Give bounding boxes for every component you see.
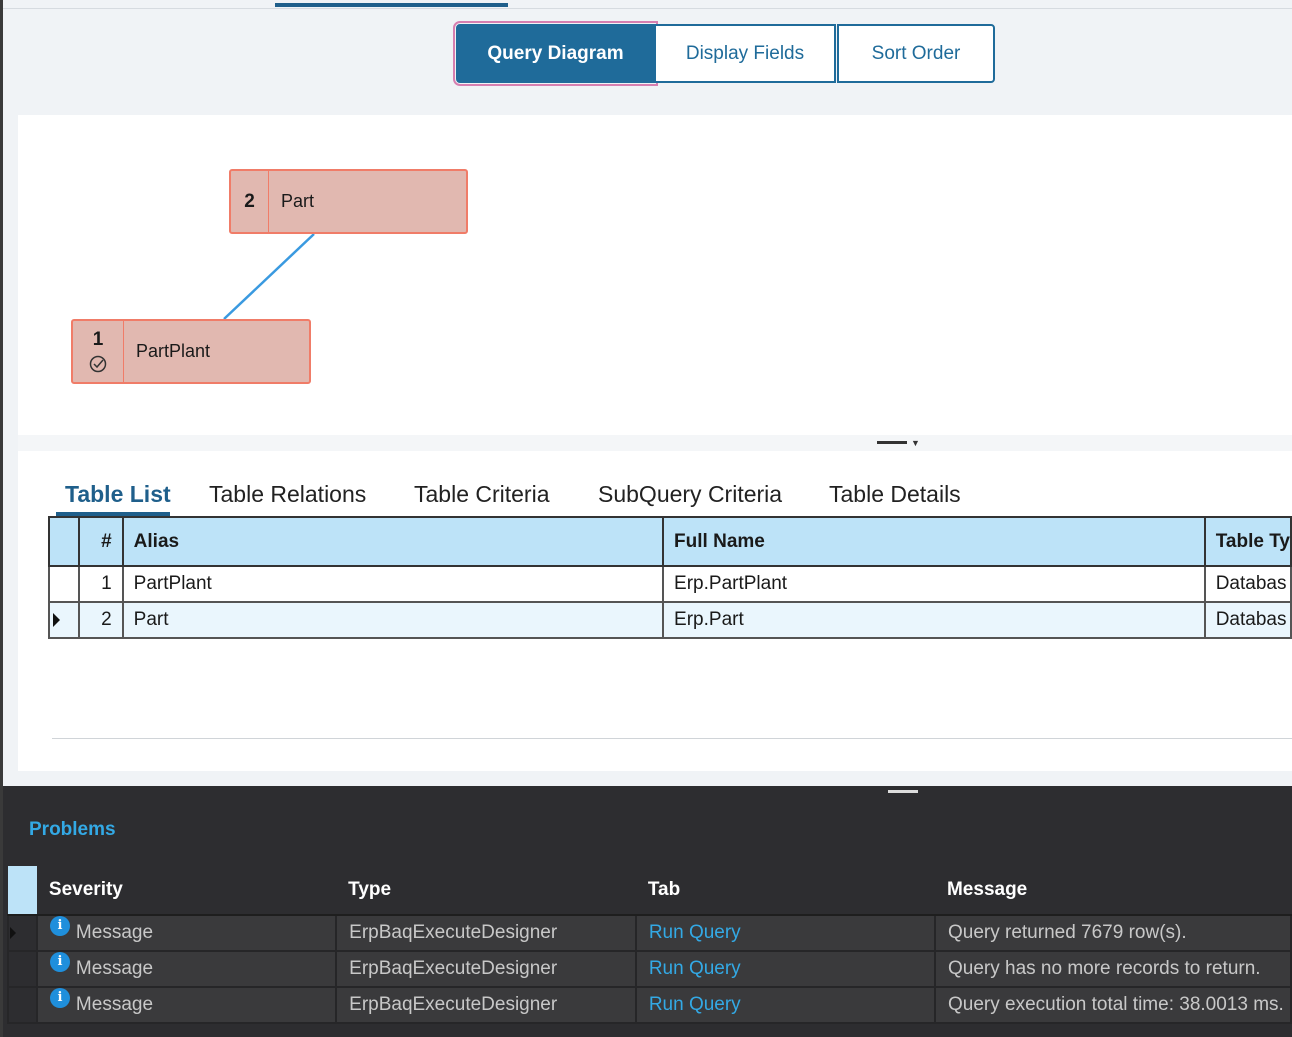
row-indicator[interactable]: [48, 565, 80, 603]
cell-table-type[interactable]: Databas: [1203, 601, 1292, 639]
cell-severity[interactable]: i Message: [35, 950, 338, 988]
severity-text: Message: [75, 922, 154, 943]
current-row-pointer-icon: [10, 927, 16, 939]
row-indicator[interactable]: [7, 986, 38, 1024]
cell-message[interactable]: Query execution total time: 38.0013 ms.: [933, 986, 1292, 1024]
column-header-table-type[interactable]: Table Ty: [1203, 516, 1292, 567]
column-header-type[interactable]: Type: [336, 866, 636, 916]
active-tab-underline: [56, 512, 170, 516]
tab-table-list[interactable]: Table List: [65, 481, 171, 507]
info-icon: i: [49, 953, 70, 972]
problem-row[interactable]: i Message ErpBaqExecuteDesigner Run Query…: [7, 914, 1292, 952]
cell-number[interactable]: 2: [77, 601, 124, 639]
column-header-tab[interactable]: Tab: [635, 866, 935, 916]
row-indicator[interactable]: [7, 914, 38, 952]
table-relation-connector: [223, 233, 315, 320]
node-number: 2: [231, 171, 269, 232]
node-number: 1: [92, 329, 104, 350]
cell-full-name[interactable]: Erp.Part: [662, 601, 1206, 639]
row-indicator-header: [48, 516, 80, 567]
severity-text: Message: [75, 958, 154, 979]
cell-alias[interactable]: PartPlant: [121, 565, 665, 603]
problems-grid: Severity Type Tab Message i Message ErpBa…: [7, 866, 1292, 1024]
node-number-box: 1: [73, 321, 124, 382]
check-circle-icon: [89, 355, 107, 373]
row-indicator[interactable]: [7, 950, 38, 988]
table-list-grid: # Alias Full Name Table Ty 1 PartPlant E…: [48, 516, 1292, 639]
tab-table-relations[interactable]: Table Relations: [209, 481, 367, 507]
column-header-number[interactable]: #: [77, 516, 124, 567]
info-icon: i: [49, 989, 70, 1008]
cell-type[interactable]: ErpBaqExecuteDesigner: [335, 986, 637, 1024]
sort-order-button[interactable]: Sort Order: [837, 24, 995, 83]
cell-severity[interactable]: i Message: [35, 986, 338, 1024]
row-indicator-header: [8, 866, 37, 916]
run-query-link[interactable]: Run Query: [634, 950, 936, 988]
tab-table-details[interactable]: Table Details: [829, 481, 961, 507]
query-diagram-button[interactable]: Query Diagram: [453, 21, 658, 86]
column-header-alias[interactable]: Alias: [121, 516, 665, 567]
problem-row[interactable]: i Message ErpBaqExecuteDesigner Run Query…: [7, 950, 1292, 988]
problems-header-row: Severity Type Tab Message: [8, 866, 1291, 916]
column-header-message[interactable]: Message: [934, 866, 1291, 916]
caret-down-icon[interactable]: ▼: [911, 438, 920, 448]
problems-panel: Problems Severity Type Tab Message i Mess…: [3, 786, 1292, 1037]
info-icon: i: [49, 917, 70, 936]
node-label: PartPlant: [136, 341, 211, 361]
panel-resize-handle[interactable]: [888, 790, 918, 793]
panel-divider: [52, 738, 1292, 739]
table-tabs-panel: Table List Table Relations Table Criteri…: [18, 451, 1292, 771]
cell-type[interactable]: ErpBaqExecuteDesigner: [335, 914, 637, 952]
cell-severity[interactable]: i Message: [35, 914, 338, 952]
splitter-handle[interactable]: [877, 441, 907, 444]
node-label: Part: [281, 191, 315, 211]
cell-alias[interactable]: Part: [121, 601, 665, 639]
diagram-node-partplant[interactable]: 1 PartPlant: [71, 319, 311, 384]
window-left-border: [0, 0, 3, 1037]
column-header-severity[interactable]: Severity: [36, 866, 337, 916]
cell-table-type[interactable]: Databas: [1203, 565, 1292, 603]
splitter-bar[interactable]: [18, 435, 1292, 451]
current-row-pointer-icon: [53, 613, 60, 627]
cell-message[interactable]: Query returned 7679 row(s).: [933, 914, 1292, 952]
cell-number[interactable]: 1: [77, 565, 124, 603]
tab-subquery-criteria[interactable]: SubQuery Criteria: [598, 481, 783, 507]
column-header-full-name[interactable]: Full Name: [662, 516, 1206, 567]
query-diagram-canvas: 2 Part 1 PartPlant: [18, 115, 1292, 435]
run-query-link[interactable]: Run Query: [634, 914, 936, 952]
run-query-link[interactable]: Run Query: [634, 986, 936, 1024]
display-fields-button[interactable]: Display Fields: [654, 24, 836, 83]
diagram-node-part[interactable]: 2 Part: [229, 169, 468, 234]
table-row[interactable]: 2 Part Erp.Part Databas: [48, 601, 1292, 639]
top-tab-strip: [0, 0, 1292, 9]
severity-text: Message: [75, 994, 154, 1015]
row-indicator[interactable]: [48, 601, 80, 639]
table-row[interactable]: 1 PartPlant Erp.PartPlant Databas: [48, 565, 1292, 603]
cell-message[interactable]: Query has no more records to return.: [933, 950, 1292, 988]
grid-header-row: # Alias Full Name Table Ty: [48, 516, 1292, 567]
cell-full-name[interactable]: Erp.PartPlant: [662, 565, 1206, 603]
problem-row[interactable]: i Message ErpBaqExecuteDesigner Run Query…: [7, 986, 1292, 1024]
active-tab-indicator: [275, 3, 508, 7]
tab-table-criteria[interactable]: Table Criteria: [414, 481, 550, 507]
cell-type[interactable]: ErpBaqExecuteDesigner: [335, 950, 637, 988]
problems-title: Problems: [29, 819, 116, 840]
